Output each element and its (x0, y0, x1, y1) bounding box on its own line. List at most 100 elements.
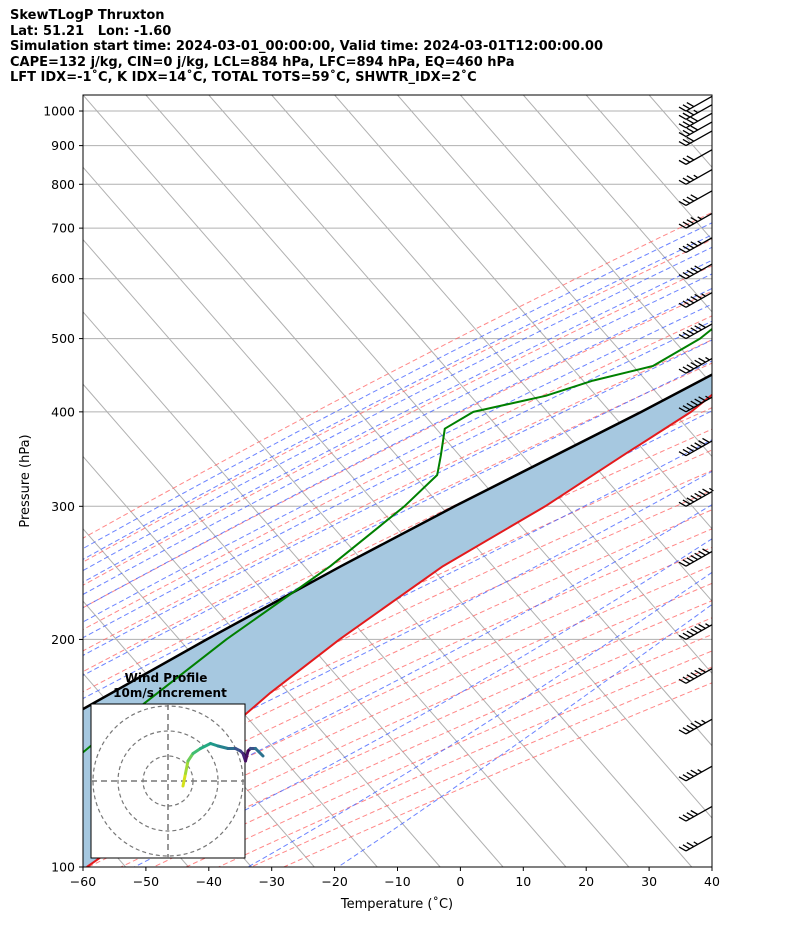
barb-shaft (685, 624, 713, 640)
barb-flag (690, 554, 699, 561)
dry-adiabat-line (83, 238, 712, 563)
barb-flag (682, 405, 691, 411)
barb-flag (678, 132, 687, 138)
barb-flag (686, 269, 695, 275)
moist-adiabat-line (83, 273, 712, 596)
barb-shaft (685, 130, 713, 147)
barb-flag (702, 488, 710, 494)
cin-fill (728, 111, 794, 366)
x-tick-label: 0 (456, 874, 464, 889)
hodograph-title: Wind Profile (125, 671, 208, 685)
hodograph-segment (254, 747, 265, 758)
wind-barb (678, 104, 713, 120)
isotherm-line (711, 95, 712, 96)
wind-barb (678, 323, 713, 340)
x-tick-label: −20 (321, 874, 347, 889)
barb-flag (682, 221, 691, 227)
barb-flag (686, 118, 695, 125)
barb-flag (690, 444, 699, 450)
x-tick-label: −30 (259, 874, 285, 889)
barb-shaft (685, 765, 713, 782)
dry-adiabat-line (83, 509, 712, 804)
barb-flag (690, 628, 699, 634)
barb-flag (694, 626, 702, 632)
barb-shaft (685, 491, 713, 507)
barb-flag (682, 632, 691, 638)
wind-barb (678, 765, 713, 782)
y-tick-label: 500 (51, 331, 75, 346)
y-tick-label: 600 (51, 271, 75, 286)
barb-flag (686, 102, 695, 108)
barb-flag (694, 552, 702, 558)
y-axis-label: Pressure (hPa) (18, 434, 33, 527)
barb-flag (698, 667, 706, 673)
barb-flag (682, 271, 691, 278)
barb-shaft (685, 112, 713, 129)
dry-adiabat-line (83, 528, 712, 821)
wind-barb (678, 169, 713, 185)
isotherm-line (397, 95, 712, 458)
barb-shaft (685, 212, 713, 229)
barb-flag (686, 446, 695, 452)
wind-barb (678, 623, 713, 640)
barb-flag (694, 293, 702, 300)
barb-flag (694, 669, 702, 676)
isotherm-line (460, 95, 712, 385)
barb-shaft (685, 668, 713, 684)
barb-flag (698, 396, 706, 402)
barb-half-flag (705, 623, 710, 627)
barb-flag (690, 722, 699, 728)
barb-flag (694, 398, 702, 404)
barb-flag (678, 200, 687, 207)
dry-adiabat-line (185, 633, 712, 867)
header-title: SkewTLogP Thruxton (10, 8, 165, 23)
barb-flag (690, 327, 699, 333)
barb-flag (686, 155, 695, 161)
barb-flag (678, 816, 687, 822)
barb-flag (682, 300, 691, 306)
wind-barb (678, 237, 713, 254)
dry-adiabat-line (83, 469, 712, 769)
barb-half-flag (693, 841, 699, 845)
barb-shaft (685, 357, 713, 374)
barb-flag (678, 729, 687, 735)
barb-flag (686, 298, 695, 304)
barb-flag (682, 245, 691, 251)
barb-flag (678, 451, 687, 457)
wind-barb (678, 356, 713, 374)
barb-flag (682, 177, 691, 183)
barb-flag (678, 223, 687, 229)
dry-adiabat-line (83, 385, 712, 693)
barb-flag (682, 198, 691, 204)
barb-flag (682, 129, 691, 135)
barb-flag (682, 499, 691, 505)
barb-flag (686, 219, 695, 225)
isotherm-line (83, 528, 378, 867)
barb-flag (678, 407, 687, 413)
barb-flag (690, 672, 699, 678)
barb-shaft (685, 835, 713, 852)
x-tick-label: −10 (384, 874, 410, 889)
isotherm-line (522, 95, 712, 313)
barb-flag (694, 720, 702, 726)
y-tick-label: 200 (51, 632, 75, 647)
barb-shaft (685, 149, 713, 165)
y-axis-ticks: 1000 900 800 700 600 500 400 300 200 100 (43, 104, 83, 875)
barb-half-flag (693, 174, 699, 179)
hodograph-segment (191, 747, 202, 755)
wind-barb (678, 667, 713, 684)
barb-flag (686, 724, 695, 731)
barb-shaft (685, 237, 713, 254)
barb-flag (698, 357, 706, 363)
isotherm-line (83, 238, 630, 867)
barb-flag (678, 247, 687, 254)
dry-adiabat-line (83, 315, 712, 631)
barb-flag (682, 112, 691, 118)
barb-flag (678, 368, 687, 374)
barb-flag (690, 495, 699, 501)
barb-flag (690, 194, 699, 200)
barb-flag (702, 548, 710, 554)
header-times: Simulation start time: 2024-03-01_00:00:… (10, 39, 603, 54)
barb-flag (694, 442, 702, 448)
x-tick-label: −50 (133, 874, 159, 889)
